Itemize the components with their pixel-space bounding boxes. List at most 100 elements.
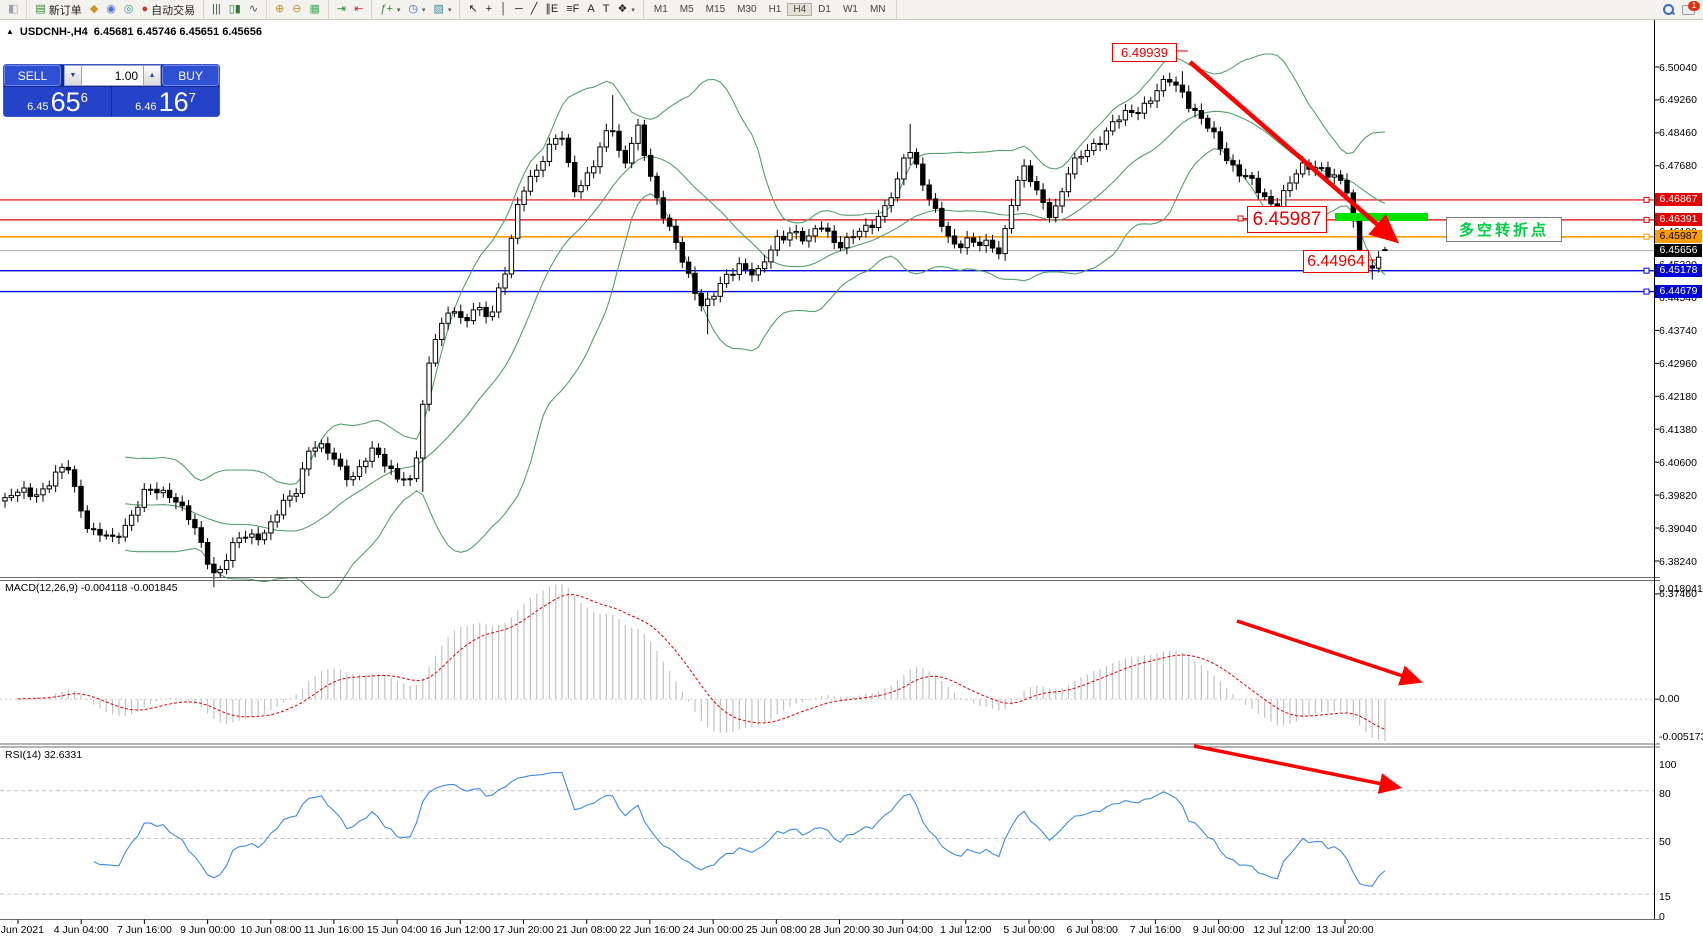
timeframe-M15[interactable]: M15 xyxy=(705,4,726,15)
templates-icon[interactable]: ▧ ▾ xyxy=(430,1,456,18)
hline-handle-resistance-2[interactable] xyxy=(1643,216,1650,223)
candle-body xyxy=(388,465,394,469)
line-chart-icon[interactable]: ∿ xyxy=(245,1,262,18)
candle-body xyxy=(1287,182,1293,192)
timeframe-D1[interactable]: D1 xyxy=(818,4,831,15)
candle-body xyxy=(21,487,27,493)
timeframe-M5[interactable]: M5 xyxy=(679,4,694,15)
periods-icon[interactable]: ◷ ▾ xyxy=(404,1,429,18)
time-axis-label: 24 Jun 00:00 xyxy=(682,924,744,936)
candle-body xyxy=(736,263,742,276)
dropdown-caret-icon[interactable]: ▾ xyxy=(396,6,401,14)
green-highlight-bar[interactable] xyxy=(1335,213,1428,221)
auto-scroll-icon[interactable]: ⇥ xyxy=(333,1,350,18)
objects-icon[interactable]: ◆ xyxy=(86,1,102,18)
time-axis-label: 2 Jun 2021 xyxy=(0,924,44,936)
volume-down-button[interactable]: ▼ xyxy=(63,65,82,86)
profiles-icon[interactable]: ◉ xyxy=(102,1,120,18)
dropdown-caret-icon[interactable]: ▾ xyxy=(447,6,452,14)
candlestick-chart-icon[interactable]: ▯▮ xyxy=(225,1,245,18)
fibonacci-icon[interactable]: ≡F xyxy=(562,1,583,18)
hline-handle-pivot-line[interactable] xyxy=(1643,233,1650,240)
chart-shift-icon[interactable]: ⇤ xyxy=(350,1,367,18)
candle-body xyxy=(977,241,983,246)
candle-body xyxy=(1344,179,1350,194)
candle-body xyxy=(926,184,932,200)
timeframe-H1[interactable]: H1 xyxy=(768,4,782,15)
equidistant-channel-icon[interactable]: ∥E xyxy=(541,1,562,18)
candle-body xyxy=(40,488,46,496)
pivot-price-label[interactable]: 6.45987 xyxy=(1247,206,1327,233)
clipped-icon[interactable]: ◧ xyxy=(4,1,22,18)
pivot-text-box[interactable]: 多空转折点 xyxy=(1446,217,1562,242)
candle-body xyxy=(2,497,8,502)
volume-input[interactable]: 1.00 xyxy=(81,65,144,86)
candle-body xyxy=(312,447,318,452)
trend-arrow-main[interactable] xyxy=(1188,60,1400,244)
candle-body xyxy=(806,235,812,242)
timeframe-M1[interactable]: M1 xyxy=(653,4,668,15)
trend-arrow-macd[interactable] xyxy=(1236,619,1423,686)
arrows-tool-icon[interactable]: ❖ ▾ xyxy=(613,1,638,18)
buy-button[interactable]: BUY xyxy=(162,65,219,86)
crosshair-icon[interactable]: + xyxy=(482,1,496,18)
chat-icon[interactable]: 1 xyxy=(1682,1,1700,15)
candle-body xyxy=(141,488,148,508)
search-icon[interactable] xyxy=(1663,4,1676,16)
text-icon[interactable]: A xyxy=(583,1,598,18)
tile-windows-icon[interactable]: ▦ xyxy=(306,1,324,18)
candle-body xyxy=(1192,107,1198,112)
timeframe-H4[interactable]: H4 xyxy=(787,3,813,16)
zoom-out-icon[interactable]: ⊖ xyxy=(288,1,305,18)
hline-handle-support-1[interactable] xyxy=(1643,267,1650,274)
hline-handle-support-2[interactable] xyxy=(1643,288,1650,295)
vertical-line-icon[interactable]: │ xyxy=(496,1,511,18)
bar-chart-icon: ||| xyxy=(212,3,221,15)
timeframe-W1[interactable]: W1 xyxy=(842,4,858,15)
chart-window[interactable]: ▲ USDCNH-,H4 6.45681 6.45746 6.45651 6.4… xyxy=(0,19,1703,940)
sell-button[interactable]: SELL xyxy=(4,65,61,86)
sell-price-display[interactable]: 6.45 65 6 xyxy=(4,87,111,116)
indicators-icon[interactable]: ƒ+ ▾ xyxy=(376,1,404,18)
buy-price-sup: 7 xyxy=(188,90,196,105)
text-label-icon[interactable]: T xyxy=(599,1,614,18)
vertical-line-icon: │ xyxy=(500,3,507,15)
swing-low-price-label[interactable]: 6.44964 xyxy=(1303,250,1369,273)
bar-chart-icon[interactable]: ||| xyxy=(208,1,225,18)
buy-price-small: 6.46 xyxy=(135,101,157,113)
candle-body xyxy=(1325,167,1331,178)
timeframe-MN[interactable]: MN xyxy=(869,4,886,15)
trendline-icon[interactable]: ╱ xyxy=(527,1,542,18)
dropdown-caret-icon[interactable]: ▾ xyxy=(631,6,635,14)
main-chart-svg[interactable] xyxy=(0,19,1703,940)
zoom-in-icon[interactable]: ⊕ xyxy=(271,1,288,18)
peak-price-label[interactable]: 6.49939 xyxy=(1112,43,1177,62)
candle-body xyxy=(242,536,249,539)
toolbar-right: 1 xyxy=(1659,0,1703,19)
volume-up-button[interactable]: ▲ xyxy=(143,65,162,86)
hline-handle-resistance-1[interactable] xyxy=(1643,196,1650,203)
candle-body xyxy=(293,493,299,497)
trend-arrow-rsi[interactable] xyxy=(1193,744,1403,794)
collapse-icon[interactable]: ▲ xyxy=(6,27,14,36)
candle-body xyxy=(394,468,401,480)
candle-body xyxy=(1122,110,1129,121)
time-axis-label: 16 Jun 12:00 xyxy=(429,924,491,936)
horizontal-line-icon[interactable]: ─ xyxy=(511,1,527,18)
buy-price-display[interactable]: 6.46 16 7 xyxy=(112,87,219,116)
candle-body xyxy=(591,166,597,174)
macd-axis-zero: 0.00 xyxy=(1659,693,1680,706)
new-order-button[interactable]: ▤ 新订单 xyxy=(31,1,85,18)
time-axis-label: 13 Jul 20:00 xyxy=(1316,924,1374,936)
candle-body xyxy=(1217,131,1224,150)
timeframe-M30[interactable]: M30 xyxy=(737,4,757,15)
candle-body xyxy=(318,443,325,449)
dropdown-caret-icon[interactable]: ▾ xyxy=(422,6,426,14)
text-label-icon: T xyxy=(602,3,610,15)
signals-icon[interactable]: ◎ xyxy=(120,1,138,18)
line-chart-icon: ∿ xyxy=(248,3,259,15)
autotrading-button[interactable]: ● 自动交易 xyxy=(138,1,200,18)
time-axis-label: 4 Jun 04:00 xyxy=(53,924,109,936)
cursor-icon[interactable]: ↖ xyxy=(464,1,481,18)
rsi-line xyxy=(93,772,1386,887)
